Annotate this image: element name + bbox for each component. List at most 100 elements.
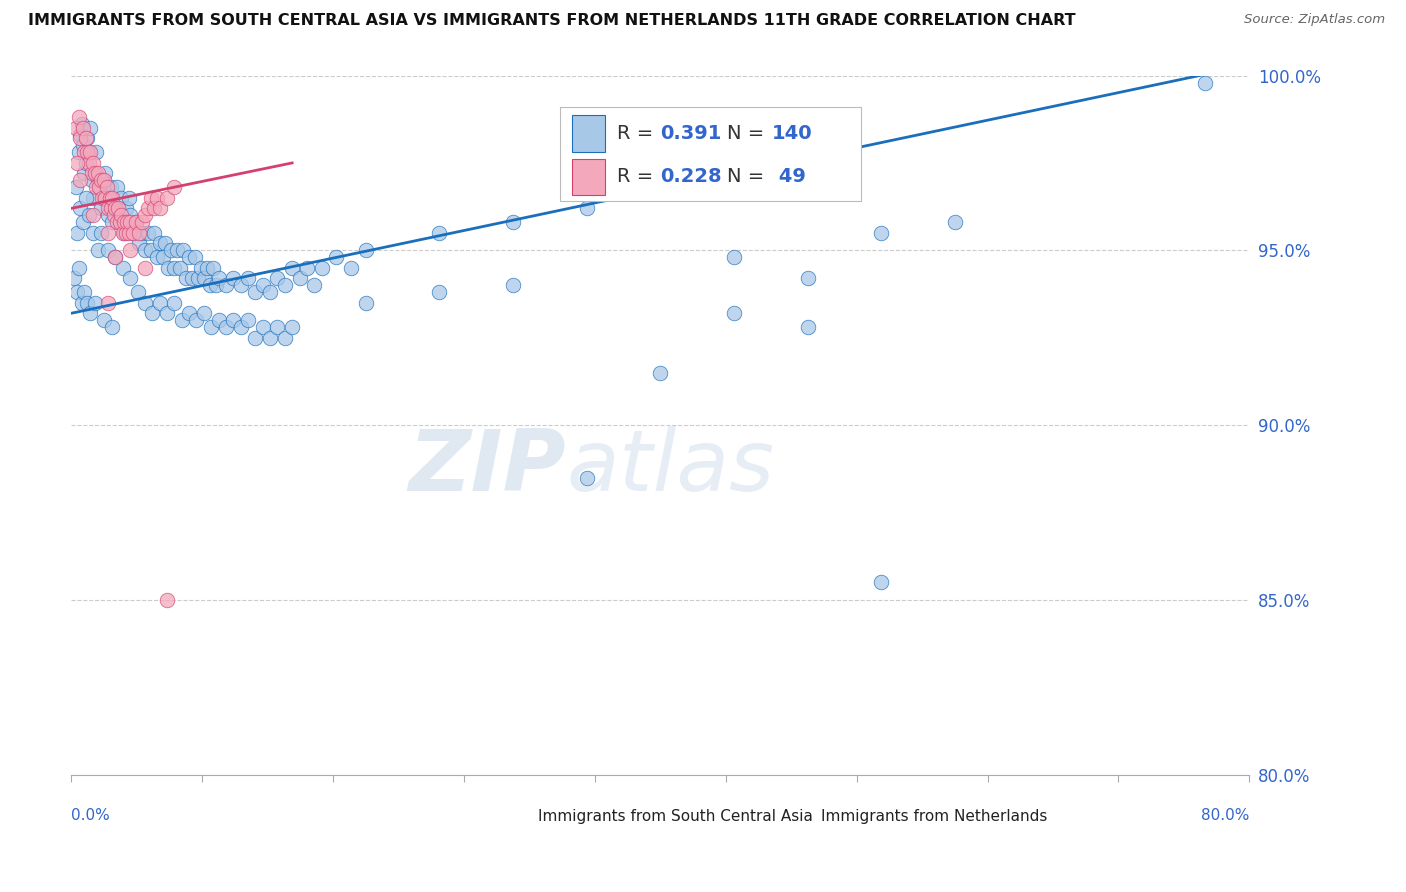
- Point: [354, 244, 377, 258]
- Point: [245, 331, 267, 345]
- Point: [65, 120, 87, 135]
- Point: [82, 226, 104, 240]
- Text: 0.391: 0.391: [661, 124, 721, 143]
- Text: 0.228: 0.228: [661, 168, 721, 186]
- Point: [80, 173, 103, 187]
- Point: [152, 250, 174, 264]
- Point: [69, 131, 91, 145]
- Point: [502, 215, 524, 229]
- Point: [201, 260, 224, 275]
- Point: [156, 191, 179, 205]
- Point: [73, 166, 96, 180]
- Point: [177, 306, 200, 320]
- Point: [149, 202, 172, 216]
- Point: [650, 366, 672, 380]
- Point: [77, 208, 100, 222]
- Point: [187, 271, 209, 285]
- Point: [93, 191, 115, 205]
- Point: [215, 278, 238, 293]
- Point: [73, 285, 96, 300]
- Point: [156, 306, 179, 320]
- FancyBboxPatch shape: [560, 107, 860, 202]
- Point: [87, 166, 110, 180]
- Point: [79, 120, 101, 135]
- Point: [172, 244, 194, 258]
- Point: [105, 215, 128, 229]
- Point: [204, 278, 226, 293]
- Point: [70, 295, 93, 310]
- Point: [90, 173, 112, 187]
- Point: [796, 271, 818, 285]
- Point: [136, 226, 159, 240]
- Point: [82, 191, 104, 205]
- Point: [281, 260, 304, 275]
- Point: [134, 295, 156, 310]
- Point: [190, 260, 212, 275]
- Point: [90, 202, 112, 216]
- Point: [87, 173, 110, 187]
- Point: [136, 202, 159, 216]
- Point: [120, 271, 142, 285]
- Point: [128, 236, 150, 251]
- Point: [134, 208, 156, 222]
- Point: [139, 191, 162, 205]
- Point: [104, 250, 127, 264]
- Point: [575, 202, 598, 216]
- Point: [170, 313, 193, 327]
- Point: [97, 244, 120, 258]
- Point: [76, 131, 98, 145]
- Point: [75, 156, 97, 170]
- Point: [115, 215, 138, 229]
- Point: [131, 215, 153, 229]
- Point: [163, 260, 186, 275]
- Point: [295, 260, 318, 275]
- Point: [142, 226, 165, 240]
- Point: [181, 271, 204, 285]
- Point: [870, 575, 893, 590]
- Point: [222, 313, 245, 327]
- Point: [122, 226, 145, 240]
- Point: [94, 166, 117, 180]
- Point: [77, 145, 100, 160]
- Point: [79, 306, 101, 320]
- Point: [122, 226, 145, 240]
- Point: [429, 285, 451, 300]
- Point: [177, 250, 200, 264]
- FancyBboxPatch shape: [508, 808, 529, 826]
- Text: Immigrants from Netherlands: Immigrants from Netherlands: [821, 809, 1047, 824]
- Point: [125, 215, 148, 229]
- Point: [114, 202, 136, 216]
- Point: [63, 271, 86, 285]
- Point: [97, 202, 120, 216]
- Point: [127, 285, 149, 300]
- Point: [76, 145, 98, 160]
- Point: [115, 215, 138, 229]
- Point: [302, 278, 325, 293]
- Point: [69, 128, 91, 142]
- Text: R =: R =: [617, 168, 659, 186]
- Point: [93, 173, 115, 187]
- Point: [184, 250, 207, 264]
- Point: [155, 236, 177, 251]
- Point: [222, 271, 245, 285]
- Point: [252, 320, 274, 334]
- Point: [100, 180, 122, 194]
- Point: [105, 180, 128, 194]
- Point: [101, 320, 124, 334]
- Point: [429, 226, 451, 240]
- Point: [149, 295, 172, 310]
- Point: [502, 278, 524, 293]
- Point: [163, 295, 186, 310]
- Point: [108, 215, 131, 229]
- Point: [796, 320, 818, 334]
- Point: [89, 180, 111, 194]
- Point: [870, 226, 893, 240]
- Point: [93, 313, 115, 327]
- Point: [650, 180, 672, 194]
- Point: [139, 244, 162, 258]
- Text: 140: 140: [772, 124, 813, 143]
- Point: [325, 250, 347, 264]
- Point: [134, 244, 156, 258]
- Point: [83, 166, 105, 180]
- Point: [97, 226, 120, 240]
